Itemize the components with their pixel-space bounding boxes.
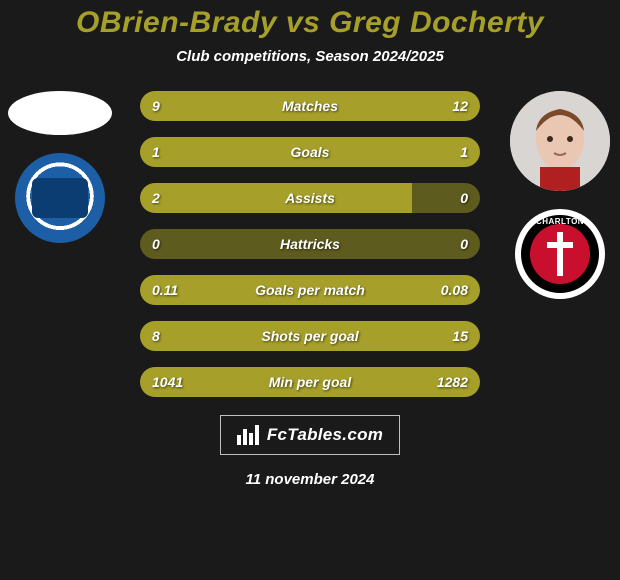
page-title: OBrien-Brady vs Greg Docherty — [76, 6, 544, 40]
bar-chart-icon — [237, 425, 259, 445]
stat-label: Min per goal — [140, 374, 480, 390]
right-player-column: CHARLTON — [510, 91, 610, 299]
stat-bar: 20Assists — [140, 183, 480, 213]
stat-label: Hattricks — [140, 236, 480, 252]
right-club-badge: CHARLTON — [515, 209, 605, 299]
stat-label: Matches — [140, 98, 480, 114]
stat-bar: 10411282Min per goal — [140, 367, 480, 397]
page-subtitle: Club competitions, Season 2024/2025 — [176, 48, 444, 65]
stat-bar: 815Shots per goal — [140, 321, 480, 351]
left-player-photo — [8, 91, 112, 135]
right-club-badge-text: CHARLTON — [521, 217, 599, 226]
footer: FcTables.com 11 november 2024 — [220, 415, 400, 488]
sword-icon — [557, 232, 563, 276]
date-text: 11 november 2024 — [246, 471, 375, 488]
stats-column: 912Matches 11Goals 20Assists 00Hattricks 0.1… — [140, 91, 480, 397]
player-face-icon — [510, 91, 610, 191]
stat-label: Shots per goal — [140, 328, 480, 344]
right-club-badge-inner — [530, 224, 590, 284]
stat-bar: 00Hattricks — [140, 229, 480, 259]
stat-label: Goals — [140, 144, 480, 160]
stat-label: Assists — [140, 190, 480, 206]
stat-label: Goals per match — [140, 282, 480, 298]
right-player-photo — [510, 91, 610, 191]
fctables-logo-text: FcTables.com — [267, 425, 383, 445]
stat-bar: 0.110.08Goals per match — [140, 275, 480, 305]
stat-bar: 11Goals — [140, 137, 480, 167]
content-row: 912Matches 11Goals 20Assists 00Hattricks 0.1… — [0, 91, 620, 397]
infographic-container: OBrien-Brady vs Greg Docherty Club compe… — [0, 0, 620, 580]
left-player-column — [8, 91, 112, 243]
left-club-badge — [15, 153, 105, 243]
stat-bar: 912Matches — [140, 91, 480, 121]
fctables-logo: FcTables.com — [220, 415, 400, 455]
